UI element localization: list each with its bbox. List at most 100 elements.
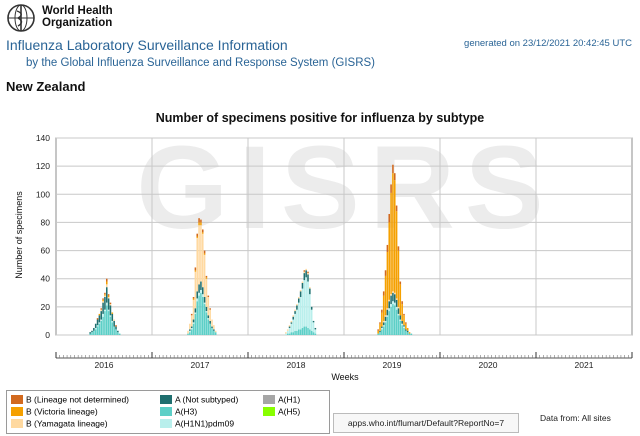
- bar-b-victoria: [98, 313, 101, 316]
- bar-a-h1n1pdm09: [397, 313, 400, 316]
- x-year-label: 2017: [191, 360, 210, 370]
- bar-a-not-subtyped: [393, 294, 396, 303]
- bar-b-yamagata: [299, 289, 302, 292]
- bar-a-h3: [118, 333, 121, 335]
- legend-item-b-not-determined: B (Lineage not determined): [11, 394, 129, 405]
- bar-a-h3: [377, 333, 379, 335]
- report-url-link[interactable]: apps.who.int/flumart/Default?ReportNo=7: [333, 413, 519, 433]
- x-year-label: 2018: [287, 360, 306, 370]
- bar-a-h3: [410, 333, 413, 335]
- bar-b-victoria: [205, 277, 208, 279]
- bar-a-h1n1pdm09: [292, 319, 295, 333]
- bar-a-h1n1pdm09: [294, 313, 296, 331]
- bar-a-h1n1pdm09: [196, 298, 199, 302]
- bar-a-h1n1pdm09: [381, 327, 383, 330]
- bar-a-h1n1pdm09: [286, 330, 289, 334]
- bar-b-yamagata: [209, 309, 211, 321]
- bar-b-yamagata: [397, 306, 400, 309]
- bar-a-h3: [113, 326, 115, 335]
- legend-label: A(H1N1)pdm09: [175, 418, 235, 429]
- bar-b-yamagata: [395, 298, 398, 300]
- bar-b-yamagata: [203, 254, 206, 298]
- x-axis-label: Weeks: [331, 372, 359, 382]
- bar-b-not-determined: [102, 298, 104, 300]
- bar-b-not-determined: [198, 218, 200, 223]
- y-axis: 0 20 40 60 80 100 120 140: [36, 133, 50, 340]
- org-line-2: Organization: [42, 17, 113, 29]
- legend-label: B (Lineage not determined): [26, 394, 130, 405]
- y-tick-label: 40: [41, 274, 51, 284]
- bar-b-not-determined: [381, 309, 383, 313]
- bar-a-h3: [94, 329, 97, 335]
- bar-a-not-subtyped: [382, 322, 385, 326]
- bar-a-h3: [309, 329, 311, 335]
- bar-a-not-subtyped: [288, 326, 291, 328]
- bar-b-victoria: [393, 180, 396, 293]
- bar-a-h3: [203, 304, 206, 335]
- bar-a-h3: [205, 312, 208, 335]
- bar-a-h1n1pdm09: [201, 294, 204, 298]
- bar-b-not-determined: [205, 275, 208, 278]
- bar-b-not-determined: [395, 205, 398, 212]
- bar-b-not-determined: [386, 244, 389, 252]
- bar-a-h3: [200, 292, 202, 335]
- bar-b-victoria: [201, 232, 204, 234]
- bar-a-h3: [290, 332, 293, 335]
- bar-a-h1n1pdm09: [395, 306, 398, 310]
- bar-b-victoria: [200, 222, 202, 226]
- bar-a-h3: [299, 329, 302, 335]
- bar-a-not-subtyped: [105, 287, 108, 303]
- bar-b-victoria: [405, 323, 407, 330]
- bar-b-yamagata: [102, 301, 104, 303]
- bar-a-h3: [115, 329, 117, 335]
- bar-b-yamagata: [211, 319, 213, 327]
- bar-b-victoria: [105, 281, 108, 285]
- bar-a-not-subtyped: [406, 330, 409, 333]
- y-axis-label: Number of specimens: [14, 191, 24, 279]
- bar-a-not-subtyped: [303, 273, 306, 281]
- bar-b-victoria: [382, 295, 385, 321]
- bar-a-h3: [105, 305, 108, 335]
- bar-a-not-subtyped: [113, 320, 115, 327]
- bar-a-not-subtyped: [314, 327, 317, 330]
- bar-a-h3: [102, 316, 104, 335]
- grid-lines: [55, 137, 633, 336]
- bar-b-not-determined: [384, 270, 387, 276]
- bar-a-not-subtyped: [301, 282, 304, 289]
- bar-a-not-subtyped: [91, 330, 93, 333]
- bar-a-h1n1pdm09: [312, 322, 315, 333]
- bar-a-h1n1pdm09: [386, 315, 389, 317]
- bar-a-not-subtyped: [296, 305, 298, 310]
- bar-a-h1n1pdm09: [189, 330, 191, 333]
- bar-a-h1n1pdm09: [109, 315, 112, 317]
- bar-a-h1n1pdm09: [388, 308, 391, 312]
- page-title: Influenza Laboratory Surveillance Inform…: [6, 37, 288, 53]
- bar-b-victoria: [390, 192, 392, 295]
- bar-b-not-determined: [100, 308, 103, 310]
- bar-a-not-subtyped: [399, 315, 402, 320]
- bar-a-not-subtyped: [310, 306, 313, 310]
- bar-b-not-determined: [105, 278, 108, 282]
- bar-a-h1n1pdm09: [309, 294, 311, 330]
- bar-a-h3: [109, 316, 112, 335]
- bar-a-h3: [406, 332, 409, 335]
- bar-b-yamagata: [294, 309, 296, 312]
- bar-a-not-subtyped: [211, 326, 213, 328]
- y-tick-label: 120: [36, 161, 50, 171]
- bar-b-not-determined: [392, 164, 394, 174]
- bar-a-not-subtyped: [93, 327, 95, 331]
- bar-b-victoria: [203, 253, 206, 255]
- bar-a-not-subtyped: [104, 297, 106, 310]
- bar-a-not-subtyped: [213, 329, 215, 331]
- bar-a-not-subtyped: [309, 288, 311, 295]
- bar-b-victoria: [104, 294, 106, 296]
- bar-b-yamagata: [194, 271, 197, 309]
- who-logo-icon: [7, 4, 35, 32]
- bar-a-h3: [96, 326, 99, 335]
- bar-b-yamagata: [309, 287, 311, 289]
- bar-a-h1n1pdm09: [207, 318, 210, 320]
- bar-a-h1n1pdm09: [107, 309, 110, 312]
- bar-a-not-subtyped: [111, 313, 114, 321]
- legend-item-b-victoria: B (Victoria lineage): [11, 406, 98, 417]
- bar-a-not-subtyped: [190, 326, 193, 328]
